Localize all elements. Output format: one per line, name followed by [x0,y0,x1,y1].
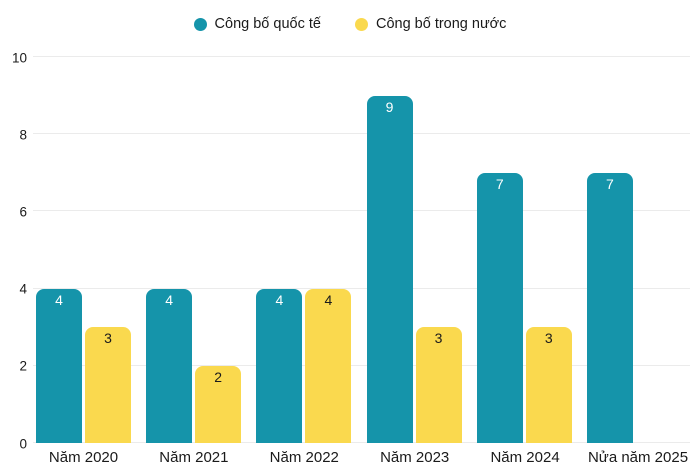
gridline [33,287,690,289]
bar-group: 7 [586,57,682,443]
x-axis-label: Năm 2021 [159,449,229,466]
bar-value-label: 4 [165,291,174,308]
x-axis-label: Năm 2022 [269,449,339,466]
y-axis-tick-label: 0 [19,436,27,451]
bar-domestic: 2 [195,365,242,443]
bar-international: 7 [476,172,523,443]
x-axis-label: Năm 2023 [380,449,450,466]
y-axis-tick-label: 8 [19,127,27,143]
bar-international: 4 [146,288,193,443]
bar-value-label: 4 [275,291,284,308]
legend-label: Công bố quốc tế [214,16,321,32]
bar-value-label: 3 [544,330,553,347]
y-axis-tick-label: 10 [11,50,27,65]
legend-item: Công bố trong nước [354,16,507,32]
bar-value-label: 3 [104,330,112,347]
gridline [33,364,690,366]
circle-swatch-icon [193,17,207,31]
x-axis-labels: Năm 2020 Năm 2021 Năm 2022 Năm 2023 Năm 2024… [36,449,689,466]
bar-value-label: 7 [495,175,504,192]
legend-label: Công bố trong nước [375,16,507,32]
bar-domestic: 3 [415,327,462,443]
gridline [33,133,690,135]
y-axis-tick-label: 2 [19,358,27,374]
bar-international: 4 [36,288,82,443]
bar-value-label: 7 [606,175,614,192]
x-axis-label: Nửa năm 2025 [587,449,689,466]
bar-value-label: 2 [214,368,223,385]
circle-swatch-icon [354,17,368,31]
y-axis-tick-label: 4 [19,281,27,297]
bar-domestic: 3 [85,327,131,443]
x-axis-label: Năm 2024 [490,449,560,466]
bar-domestic: 3 [525,327,572,443]
chart-legend: Công bố quốc tế Công bố trong nước [0,16,700,32]
bar-value-label: 4 [55,291,63,308]
gridline [33,442,690,443]
bar-international: 4 [256,288,303,443]
bar-domestic: 4 [305,288,352,443]
bar-value-label: 4 [324,291,333,308]
x-axis-label: Năm 2020 [48,449,119,466]
legend-item: Công bố quốc tế [193,16,321,32]
y-axis-tick-label: 6 [19,204,27,220]
bar-value-label: 9 [385,98,394,115]
bar-international: 7 [586,172,633,443]
bar-international: 9 [366,95,413,443]
bar-value-label: 3 [434,330,443,347]
gridline [33,210,690,212]
gridline [33,56,690,57]
